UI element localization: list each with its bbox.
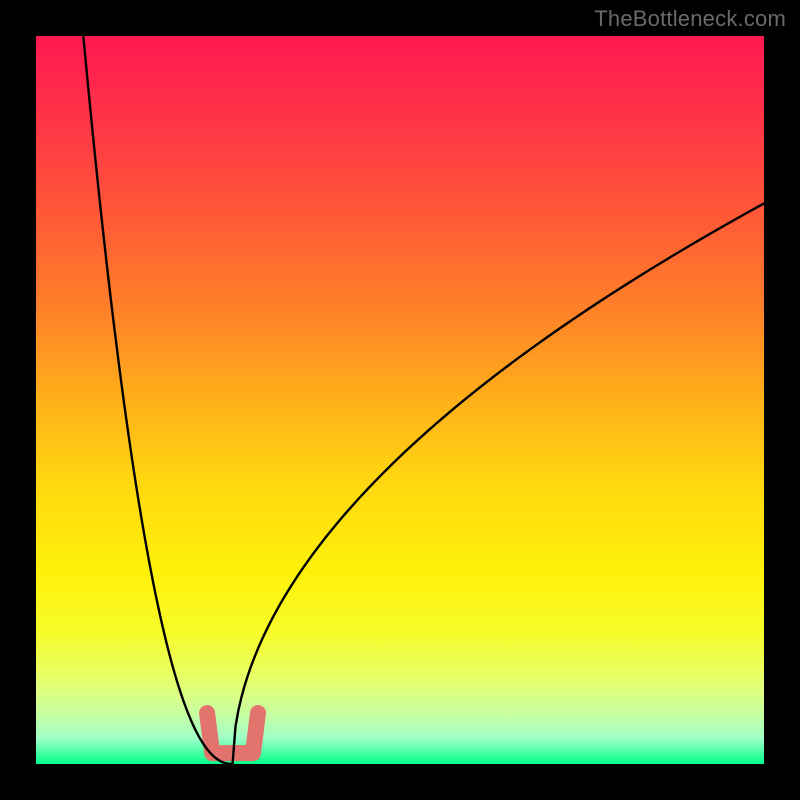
plot-background — [36, 36, 764, 764]
chart-svg — [0, 0, 800, 800]
bottleneck-chart — [0, 0, 800, 800]
watermark-text: TheBottleneck.com — [594, 6, 786, 32]
